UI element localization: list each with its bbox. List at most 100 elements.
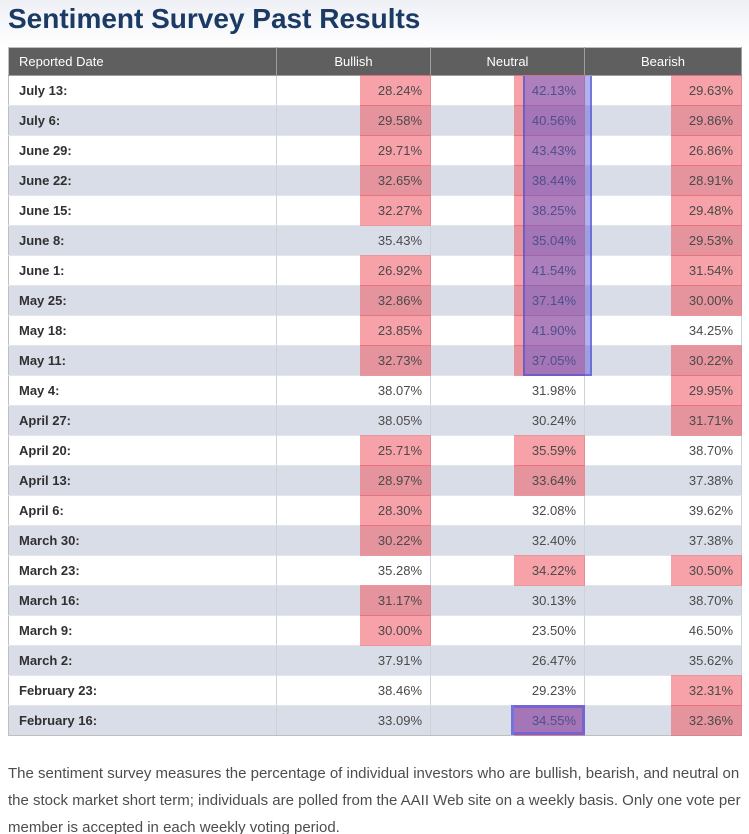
header-bullish: Bullish: [276, 47, 431, 76]
bearish-value: 30.50%: [688, 563, 733, 578]
neutral-cell: 34.22%: [430, 555, 585, 586]
pink-highlight: [671, 75, 742, 106]
bearish-cell: 34.25%: [584, 315, 742, 346]
pink-highlight: [514, 195, 585, 226]
date-cell: June 15:: [8, 195, 277, 226]
bearish-cell: 32.31%: [584, 675, 742, 706]
pink-highlight: [671, 375, 742, 406]
bearish-cell: 29.63%: [584, 75, 742, 106]
bearish-cell: 39.62%: [584, 495, 742, 526]
sentiment-table: Reported Date Bullish Neutral Bearish Ju…: [8, 47, 742, 736]
bearish-cell: 37.38%: [584, 465, 742, 496]
bullish-value: 29.71%: [377, 143, 422, 158]
pink-highlight: [671, 135, 742, 166]
date-value: May 4:: [19, 383, 60, 398]
bullish-value: 28.97%: [377, 473, 422, 488]
date-value: April 13:: [19, 473, 72, 488]
bearish-value: 29.53%: [688, 233, 733, 248]
bullish-value: 37.91%: [377, 653, 422, 668]
bullish-cell: 33.09%: [276, 705, 431, 736]
pink-highlight: [360, 495, 431, 526]
header-bearish: Bearish: [584, 47, 742, 76]
date-value: March 16:: [19, 593, 80, 608]
pink-highlight: [514, 225, 585, 256]
bearish-cell: 38.70%: [584, 435, 742, 466]
bullish-cell: 32.65%: [276, 165, 431, 196]
date-cell: March 30:: [8, 525, 277, 556]
pink-highlight: [514, 435, 585, 466]
page-title: Sentiment Survey Past Results: [8, 3, 421, 34]
bearish-value: 37.38%: [688, 533, 733, 548]
neutral-value: 35.59%: [531, 443, 576, 458]
bullish-value: 32.73%: [377, 353, 422, 368]
bearish-value: 38.70%: [688, 593, 733, 608]
bearish-value: 37.38%: [688, 473, 733, 488]
bearish-cell: 29.95%: [584, 375, 742, 406]
bullish-cell: 23.85%: [276, 315, 431, 346]
date-cell: July 6:: [8, 105, 277, 136]
pink-highlight: [671, 345, 742, 376]
date-cell: June 1:: [8, 255, 277, 286]
table-row: March 9: 30.00% 23.50% 46.50%: [8, 615, 742, 646]
pink-highlight: [360, 525, 431, 556]
bearish-cell: 31.71%: [584, 405, 742, 436]
neutral-value: 32.40%: [531, 533, 576, 548]
bullish-value: 38.46%: [377, 683, 422, 698]
bearish-cell: 30.22%: [584, 345, 742, 376]
bullish-cell: 28.24%: [276, 75, 431, 106]
bearish-cell: 29.86%: [584, 105, 742, 136]
table-row: February 16: 33.09% 34.55% 32.36%: [8, 705, 742, 736]
pink-highlight: [514, 705, 585, 736]
date-cell: April 6:: [8, 495, 277, 526]
neutral-cell: 41.90%: [430, 315, 585, 346]
date-cell: May 4:: [8, 375, 277, 406]
neutral-cell: 35.04%: [430, 225, 585, 256]
date-value: February 23:: [19, 683, 98, 698]
bullish-cell: 30.00%: [276, 615, 431, 646]
bearish-cell: 38.70%: [584, 585, 742, 616]
neutral-cell: 38.25%: [430, 195, 585, 226]
date-value: July 13:: [19, 83, 68, 98]
bullish-cell: 32.73%: [276, 345, 431, 376]
bullish-value: 25.71%: [377, 443, 422, 458]
neutral-value: 35.04%: [531, 233, 576, 248]
date-value: March 9:: [19, 623, 73, 638]
neutral-cell: 41.54%: [430, 255, 585, 286]
bullish-cell: 35.43%: [276, 225, 431, 256]
table-row: March 16: 31.17% 30.13% 38.70%: [8, 585, 742, 616]
bullish-cell: 38.05%: [276, 405, 431, 436]
pink-highlight: [671, 225, 742, 256]
neutral-value: 40.56%: [531, 113, 576, 128]
neutral-value: 26.47%: [531, 653, 576, 668]
bearish-value: 30.22%: [688, 353, 733, 368]
neutral-value: 41.90%: [531, 323, 576, 338]
bullish-value: 32.27%: [377, 203, 422, 218]
pink-highlight: [671, 285, 742, 316]
date-value: April 6:: [19, 503, 64, 518]
pink-highlight: [360, 285, 431, 316]
bearish-value: 29.86%: [688, 113, 733, 128]
neutral-cell: 43.43%: [430, 135, 585, 166]
date-value: April 27:: [19, 413, 72, 428]
bearish-cell: 35.62%: [584, 645, 742, 676]
neutral-cell: 38.44%: [430, 165, 585, 196]
bullish-cell: 29.58%: [276, 105, 431, 136]
neutral-value: 32.08%: [531, 503, 576, 518]
bearish-cell: 37.38%: [584, 525, 742, 556]
date-value: June 8:: [19, 233, 65, 248]
bullish-value: 31.17%: [377, 593, 422, 608]
date-cell: May 11:: [8, 345, 277, 376]
bullish-value: 38.05%: [377, 413, 422, 428]
bullish-cell: 30.22%: [276, 525, 431, 556]
bearish-value: 29.48%: [688, 203, 733, 218]
neutral-value: 34.22%: [531, 563, 576, 578]
pink-highlight: [514, 135, 585, 166]
date-cell: March 9:: [8, 615, 277, 646]
neutral-value: 30.24%: [531, 413, 576, 428]
pink-highlight: [360, 195, 431, 226]
table-row: February 23: 38.46% 29.23% 32.31%: [8, 675, 742, 706]
bearish-cell: 28.91%: [584, 165, 742, 196]
table-row: June 15: 32.27% 38.25% 29.48%: [8, 195, 742, 226]
header-neutral: Neutral: [430, 47, 585, 76]
bullish-cell: 35.28%: [276, 555, 431, 586]
